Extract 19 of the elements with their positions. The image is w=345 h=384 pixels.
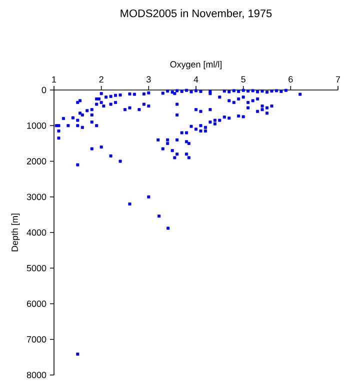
y-axis-title: Depth [m]	[11, 214, 20, 252]
x-tick-label: 4	[194, 76, 198, 82]
x-tick-label: 2	[99, 76, 104, 82]
y-tick-label: 0	[42, 86, 46, 94]
y-tick-label: 7000	[26, 336, 46, 343]
x-tick-label: 5	[241, 76, 246, 82]
y-tick-label: 8000	[26, 372, 46, 378]
x-tick-label: 7	[336, 76, 340, 82]
x-tick-label: 6	[288, 76, 293, 82]
y-tick-label: 2000	[26, 158, 46, 164]
x-axis-title: Oxygen [ml/l]	[170, 60, 222, 70]
y-tick-label: 4000	[26, 229, 46, 236]
x-tick-label: 3	[146, 76, 151, 82]
y-tick-label: 6000	[26, 300, 46, 307]
y-tick-label: 3000	[26, 194, 46, 200]
y-tick-label: 5000	[26, 264, 46, 272]
y-tick-label: 1000	[27, 122, 46, 129]
chart-title: MODS2005 in November, 1975	[120, 9, 272, 19]
x-tick-label: 1	[52, 76, 56, 82]
